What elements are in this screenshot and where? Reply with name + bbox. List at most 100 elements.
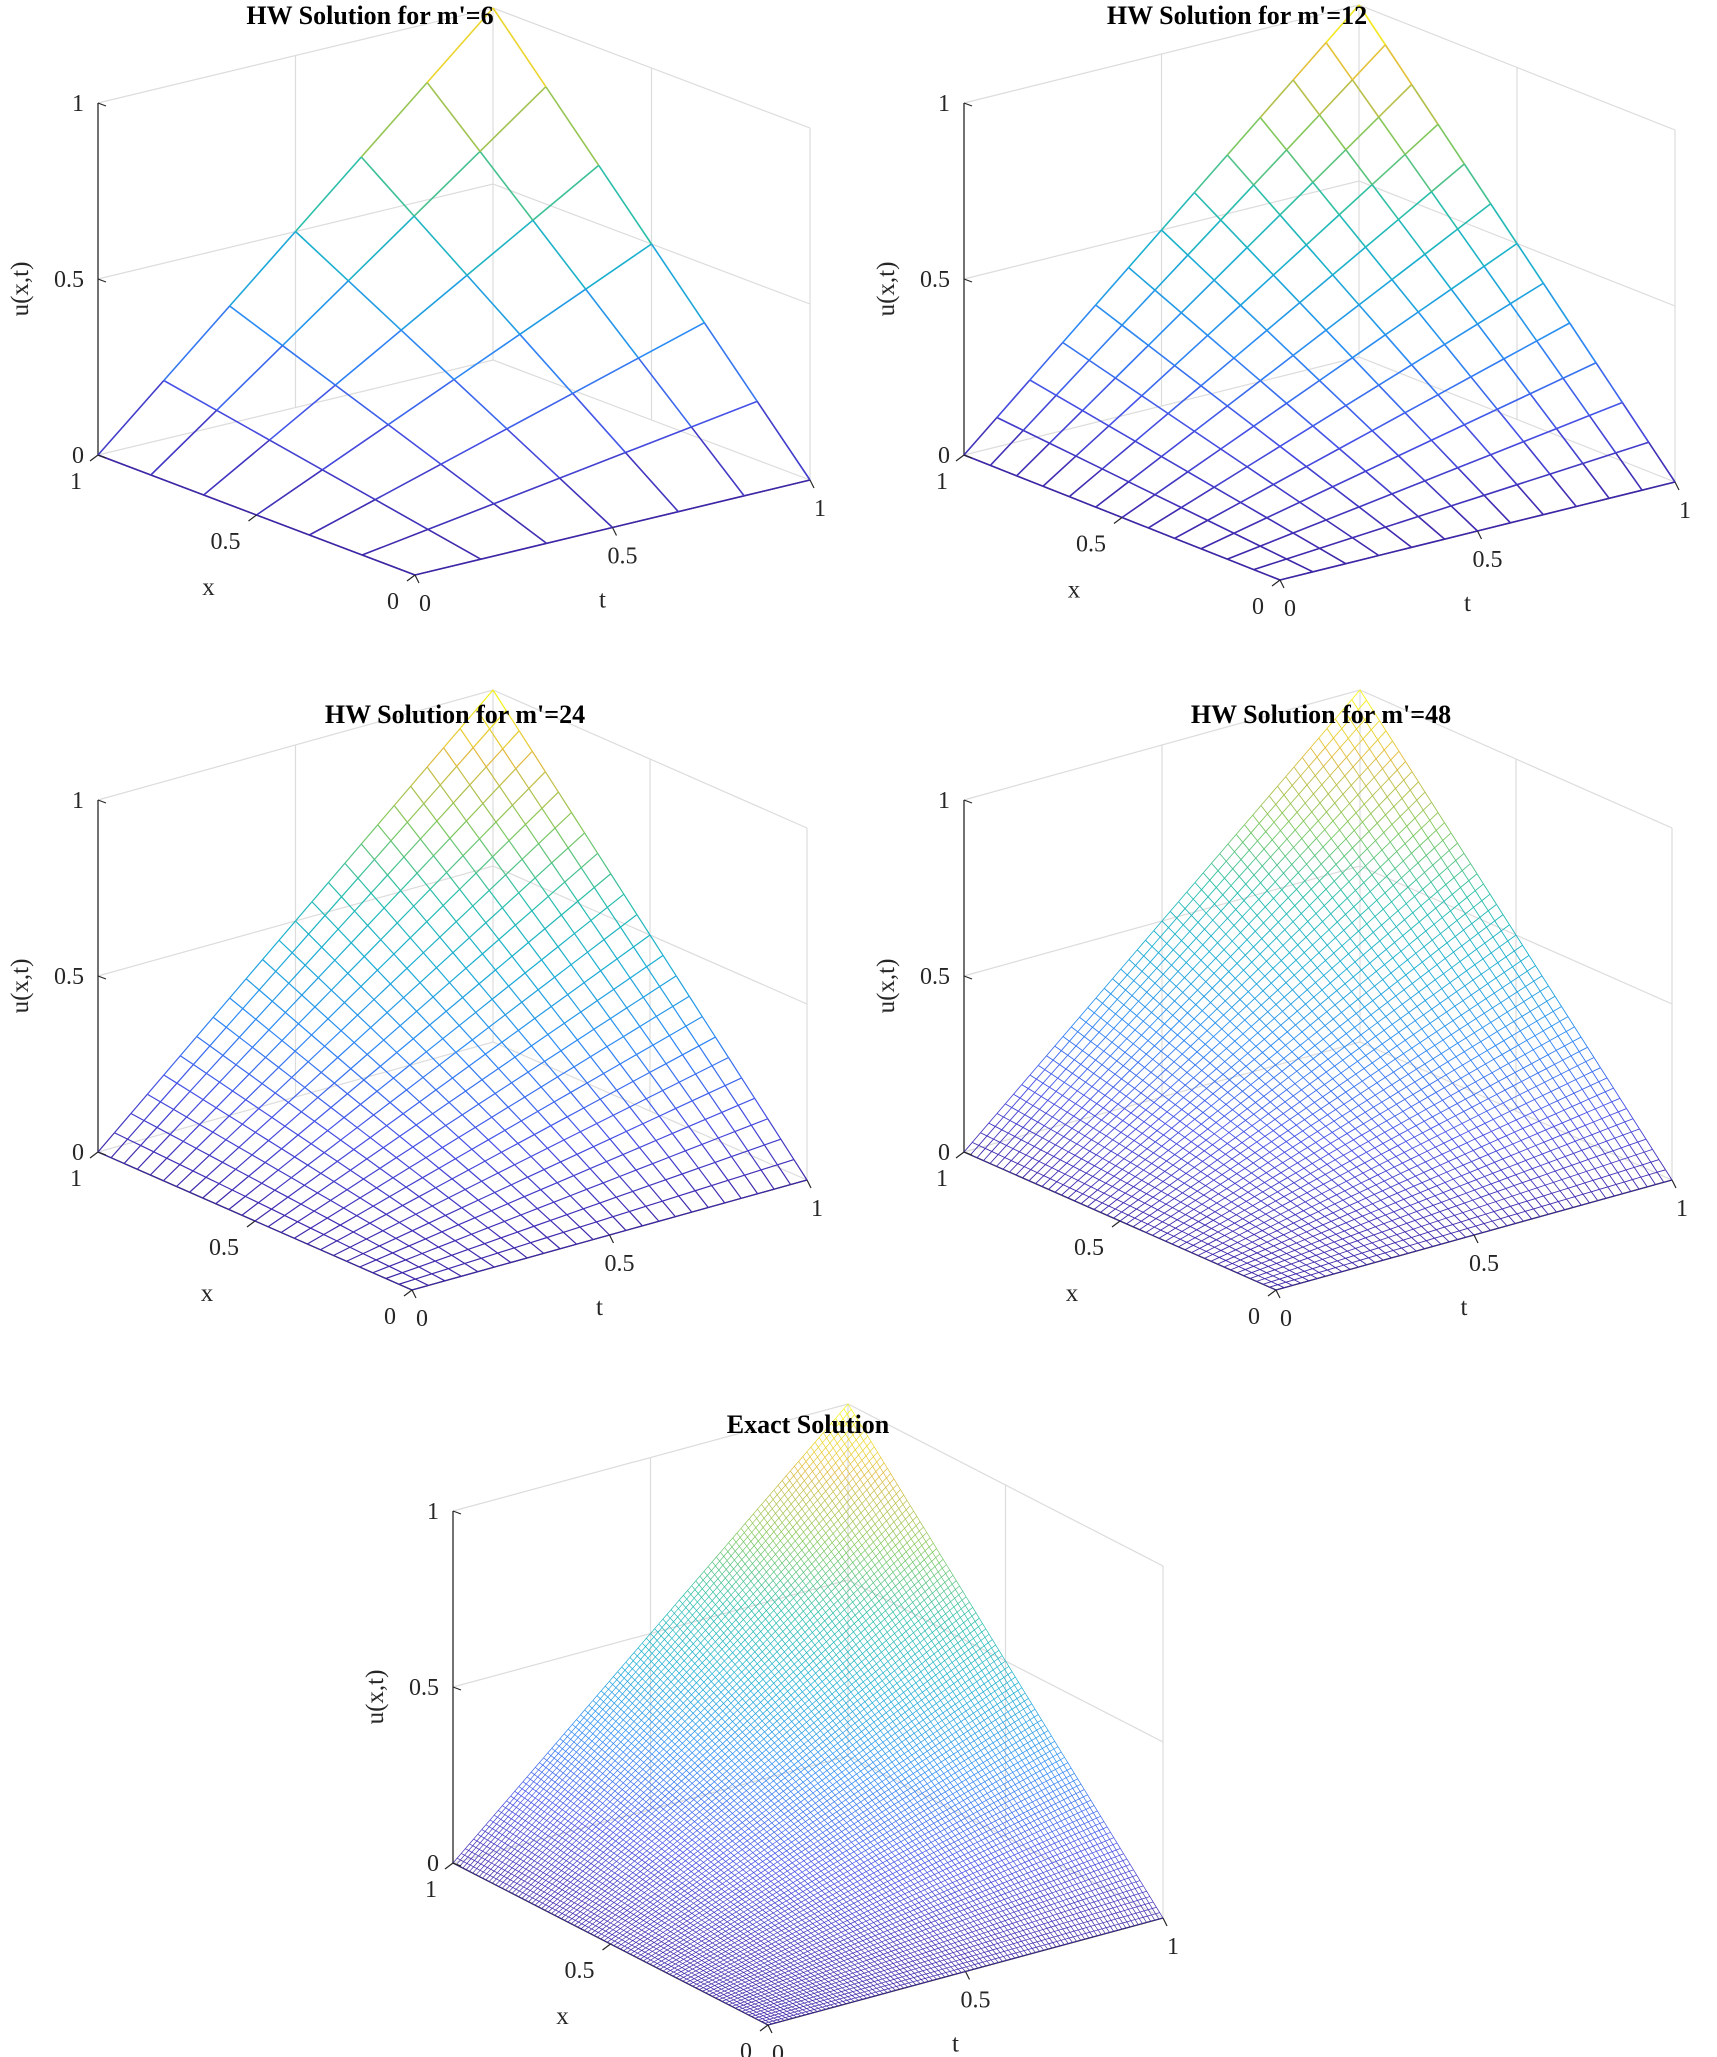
mesh-segment xyxy=(1320,80,1353,115)
mesh-segment xyxy=(482,1173,498,1181)
mesh-segment xyxy=(663,1082,679,1090)
mesh-segment xyxy=(1287,403,1313,426)
mesh-segment xyxy=(322,425,388,470)
mesh-segment xyxy=(1115,378,1141,396)
mesh-segment xyxy=(1557,429,1583,464)
x-tick-mark xyxy=(1114,518,1122,524)
mesh-segment xyxy=(363,1168,379,1179)
mesh-segment xyxy=(458,1225,471,1234)
mesh-segment xyxy=(1043,456,1076,486)
mesh-segment xyxy=(597,1115,613,1123)
t-tick-mark xyxy=(1675,482,1679,490)
mesh-segment xyxy=(774,1185,790,1190)
mesh-segment xyxy=(495,1193,508,1204)
mesh-segment xyxy=(1563,363,1596,379)
mesh-segment xyxy=(1102,441,1135,469)
mesh-segment xyxy=(334,1170,350,1181)
mesh-segment xyxy=(347,1261,360,1267)
mesh-segment xyxy=(656,1133,672,1140)
mesh-segment xyxy=(493,8,546,87)
subplot-2: 00.5100.5100.51u(x,t)x tHW Solution for m… xyxy=(873,1,1691,622)
mesh-segment xyxy=(256,1019,269,1030)
mesh-segment xyxy=(412,1231,425,1239)
mesh-segment xyxy=(620,1170,636,1176)
mesh-segment xyxy=(271,1209,284,1215)
mesh-segment xyxy=(1352,358,1378,386)
mesh-segment xyxy=(580,1222,596,1227)
mesh-segment xyxy=(396,1158,409,1168)
mesh-segment xyxy=(498,1165,514,1173)
mesh-segment xyxy=(541,1190,554,1202)
mesh-segment xyxy=(564,1132,580,1140)
mesh-segment xyxy=(1017,476,1043,486)
mesh-segment xyxy=(370,1214,386,1223)
mesh-segment xyxy=(1287,115,1320,150)
mesh-segment xyxy=(1366,456,1399,472)
mesh-segment xyxy=(1359,507,1385,527)
mesh-segment xyxy=(363,1179,376,1188)
mesh-segment xyxy=(1609,490,1642,498)
mesh-segment xyxy=(1260,118,1286,150)
mesh-segment xyxy=(304,1185,317,1193)
mesh-segment xyxy=(257,515,310,535)
mesh-segment xyxy=(272,1001,285,1012)
mesh-segment xyxy=(639,323,705,358)
mesh-segment xyxy=(1056,360,1089,395)
mesh-segment xyxy=(252,1047,265,1057)
mesh-segment xyxy=(662,1196,678,1201)
mesh-segment xyxy=(190,1192,203,1198)
mesh-segment xyxy=(278,1170,291,1178)
x-tick-mark xyxy=(407,575,415,581)
mesh-segment xyxy=(1194,155,1227,193)
mesh-segment xyxy=(376,1260,389,1266)
mesh-segment xyxy=(422,1254,435,1262)
mesh-segment xyxy=(426,1239,439,1247)
mesh-segment xyxy=(1227,559,1253,569)
mesh-segment xyxy=(445,1208,461,1216)
mesh-segment xyxy=(164,1075,177,1083)
mesh-segment xyxy=(1431,440,1457,468)
mesh-segment xyxy=(1280,215,1306,245)
mesh-segment xyxy=(327,1208,343,1218)
mesh-segment xyxy=(363,1254,376,1260)
mesh-segment xyxy=(584,1099,600,1108)
mesh-segment xyxy=(1418,289,1451,312)
mesh-segment xyxy=(1366,471,1392,494)
mesh-segment xyxy=(1405,124,1438,154)
mesh-segment xyxy=(1069,469,1102,497)
mesh-segment xyxy=(321,1173,334,1181)
mesh-segment xyxy=(386,1205,402,1214)
mesh-segment xyxy=(459,1127,475,1137)
mesh-segment xyxy=(1247,248,1273,276)
mesh-segment xyxy=(964,418,997,456)
mesh-segment xyxy=(1129,268,1155,291)
mesh-segment xyxy=(435,1261,448,1269)
mesh-segment xyxy=(255,1132,268,1140)
mesh-segment xyxy=(599,165,652,244)
mesh-segment xyxy=(301,1204,314,1211)
mesh-segment xyxy=(1201,358,1234,386)
mesh-segment xyxy=(327,1218,340,1225)
mesh-segment xyxy=(1214,280,1240,305)
mesh-segment xyxy=(312,1035,325,1046)
mesh-segment xyxy=(1491,455,1517,485)
mesh-segment xyxy=(1208,520,1234,533)
mesh-segment xyxy=(1379,365,1412,385)
mesh-segment xyxy=(1135,414,1168,442)
mesh-segment xyxy=(269,1141,282,1149)
mesh-segment xyxy=(435,1255,451,1261)
mesh-segment xyxy=(373,1266,389,1272)
mesh-segment xyxy=(1543,283,1569,323)
mesh-segment xyxy=(325,1046,338,1057)
mesh-segment xyxy=(1359,494,1392,507)
mesh-segment xyxy=(512,1072,528,1083)
mesh-segment xyxy=(347,1094,360,1105)
mesh-segment xyxy=(1214,467,1247,487)
mesh-segment xyxy=(495,1185,511,1193)
mesh-segment xyxy=(1050,443,1076,456)
z-tick-label: 0.5 xyxy=(920,267,950,293)
z-tick-mark xyxy=(98,279,106,282)
mesh-segment xyxy=(1300,487,1333,503)
mesh-segment xyxy=(1497,394,1530,410)
